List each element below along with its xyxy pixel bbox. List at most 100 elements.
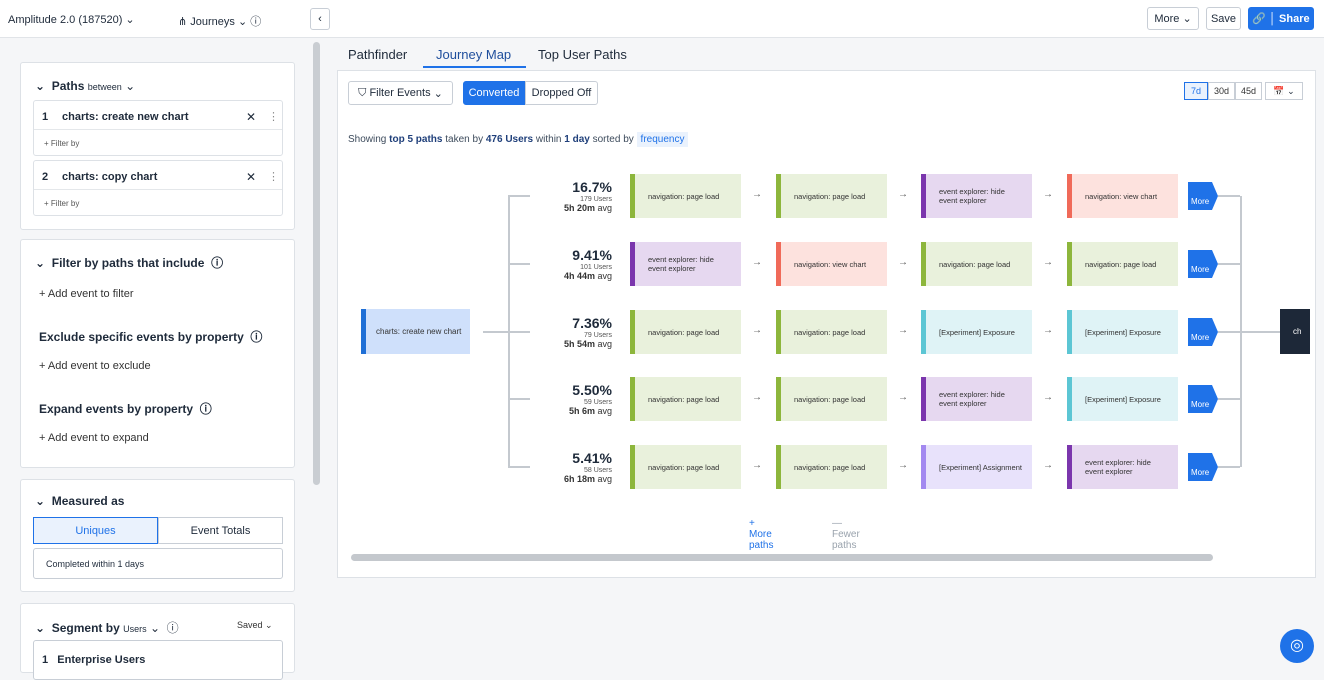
range-button[interactable]: 30d: [1208, 82, 1235, 100]
path-step[interactable]: navigation: page load: [630, 174, 741, 218]
range-button[interactable]: 7d: [1184, 82, 1208, 100]
more-badge[interactable]: More: [1188, 182, 1218, 210]
segment-item[interactable]: 1 Enterprise Users: [33, 640, 283, 680]
option-label: Uniques: [75, 524, 116, 537]
path-step[interactable]: event explorer: hide event explorer: [1067, 445, 1178, 489]
tab[interactable]: Pathfinder: [348, 47, 408, 62]
avg-unit: avg: [597, 474, 612, 484]
dropped-toggle[interactable]: Dropped Off: [525, 81, 598, 105]
more-label: More: [1154, 12, 1180, 25]
summary: Showing top 5 paths taken by 476 Users w…: [348, 132, 689, 147]
connector: [508, 195, 530, 197]
path-step[interactable]: [Experiment] Exposure: [921, 310, 1032, 354]
saved-dropdown[interactable]: Saved ⌄: [237, 620, 273, 630]
more-paths-link[interactable]: + More paths: [749, 518, 774, 551]
path-percent: 5.50%: [572, 382, 612, 398]
remove-icon[interactable]: ✕: [246, 170, 257, 184]
completed-within[interactable]: Completed within 1 days: [33, 548, 283, 579]
menu-icon[interactable]: ⋮: [268, 171, 279, 183]
path-event[interactable]: 2 charts: copy chart ✕ ⋮ + Filter by: [33, 160, 283, 216]
step-arrow: →: [898, 325, 908, 336]
path-step[interactable]: navigation: page load: [630, 310, 741, 354]
path-step[interactable]: navigation: page load: [921, 242, 1032, 286]
avg-time: 5h 20m: [563, 203, 595, 213]
divider: [34, 189, 282, 190]
path-percent: 16.7%: [572, 179, 612, 195]
totals-option[interactable]: Event Totals: [158, 517, 283, 544]
more-badge[interactable]: More: [1188, 385, 1218, 413]
path-step[interactable]: event explorer: hide event explorer: [630, 242, 741, 286]
filter-events-label: Filter Events: [369, 87, 431, 99]
path-step[interactable]: navigation: view chart: [1067, 174, 1178, 218]
path-step[interactable]: navigation: page load: [1067, 242, 1178, 286]
save-button[interactable]: Save: [1206, 7, 1241, 30]
path-step[interactable]: navigation: page load: [630, 377, 741, 421]
step-arrow: →: [1043, 325, 1053, 336]
segment-name: Enterprise Users: [57, 654, 146, 666]
path-step[interactable]: event explorer: hide event explorer: [921, 377, 1032, 421]
path-percent: 5.41%: [572, 450, 612, 466]
path-step[interactable]: event explorer: hide event explorer: [921, 174, 1032, 218]
more-badge[interactable]: More: [1188, 453, 1218, 481]
path-step[interactable]: navigation: page load: [776, 445, 887, 489]
add-exclude-link[interactable]: + Add event to exclude: [39, 360, 151, 372]
path-step[interactable]: [Experiment] Assignment: [921, 445, 1032, 489]
uniques-option[interactable]: Uniques: [33, 517, 158, 544]
tab[interactable]: Top User Paths: [538, 47, 627, 62]
more-badge[interactable]: More: [1188, 318, 1218, 346]
saved-label: Saved: [237, 620, 263, 630]
path-step[interactable]: navigation: page load: [776, 310, 887, 354]
tab[interactable]: Journey Map: [436, 47, 512, 62]
filter-events-button[interactable]: ⛉ Filter Events ⌄: [348, 81, 453, 105]
calendar-button[interactable]: 📅 ⌄: [1265, 82, 1303, 100]
range-button[interactable]: 45d: [1235, 82, 1262, 100]
step-arrow: →: [1043, 257, 1053, 268]
share-button[interactable]: 🔗 │ Share: [1248, 7, 1314, 30]
sidebar-scrollbar[interactable]: [313, 42, 320, 485]
filter-link[interactable]: + Filter by: [44, 139, 80, 148]
tab-underline: [423, 66, 526, 68]
path-avg: 4h 44m avg: [540, 271, 612, 281]
step-arrow: →: [752, 257, 762, 268]
step-arrow: →: [1043, 392, 1053, 403]
measured-title: Measured as: [51, 494, 125, 508]
connector: [483, 331, 509, 333]
step-arrow: →: [752, 392, 762, 403]
path-step[interactable]: navigation: view chart: [776, 242, 887, 286]
path-step[interactable]: navigation: page load: [776, 174, 887, 218]
path-event[interactable]: 1 charts: create new chart ✕ ⋮ + Filter by: [33, 100, 283, 156]
step-arrow: →: [1043, 460, 1053, 471]
event-name: charts: copy chart: [62, 171, 158, 183]
path-step[interactable]: navigation: page load: [630, 445, 741, 489]
segment-scope[interactable]: Users: [123, 624, 147, 634]
help-button[interactable]: ◎: [1280, 629, 1314, 663]
add-expand-link[interactable]: + Add event to expand: [39, 432, 149, 444]
filter-link[interactable]: + Filter by: [44, 199, 80, 208]
step-arrow: →: [752, 460, 762, 471]
fewer-paths-link[interactable]: — Fewer paths: [832, 518, 860, 551]
paths-mode[interactable]: between: [87, 82, 122, 92]
summary-part: sorted by: [592, 134, 634, 145]
more-button[interactable]: More ⌄: [1147, 7, 1199, 30]
path-users: 79 Users: [583, 332, 612, 339]
path-percent: 9.41%: [572, 247, 612, 263]
measured-panel: ⌄ Measured as Uniques Event Totals Compl…: [20, 479, 295, 592]
menu-icon[interactable]: ⋮: [268, 111, 279, 123]
summary-part: within: [535, 134, 562, 145]
summary-part[interactable]: frequency: [636, 132, 689, 147]
converted-toggle[interactable]: Converted: [463, 81, 525, 105]
more-badge[interactable]: More: [1188, 250, 1218, 278]
add-filter-link[interactable]: + Add event to filter: [39, 288, 134, 300]
path-avg: 5h 54m avg: [540, 339, 612, 349]
collapse-button[interactable]: ‹: [310, 8, 330, 30]
h-scrollbar[interactable]: [351, 554, 1213, 561]
chart-type-selector[interactable]: ⋔ Journeys ⌄ ⓘ: [178, 16, 262, 28]
path-step[interactable]: [Experiment] Exposure: [1067, 310, 1178, 354]
remove-icon[interactable]: ✕: [246, 110, 257, 124]
path-step[interactable]: navigation: page load: [776, 377, 887, 421]
connector: [508, 263, 530, 265]
step-arrow: →: [752, 325, 762, 336]
project-selector[interactable]: Amplitude 2.0 (187520) ⌄: [8, 14, 135, 26]
divider: [34, 129, 282, 130]
path-step[interactable]: [Experiment] Exposure: [1067, 377, 1178, 421]
